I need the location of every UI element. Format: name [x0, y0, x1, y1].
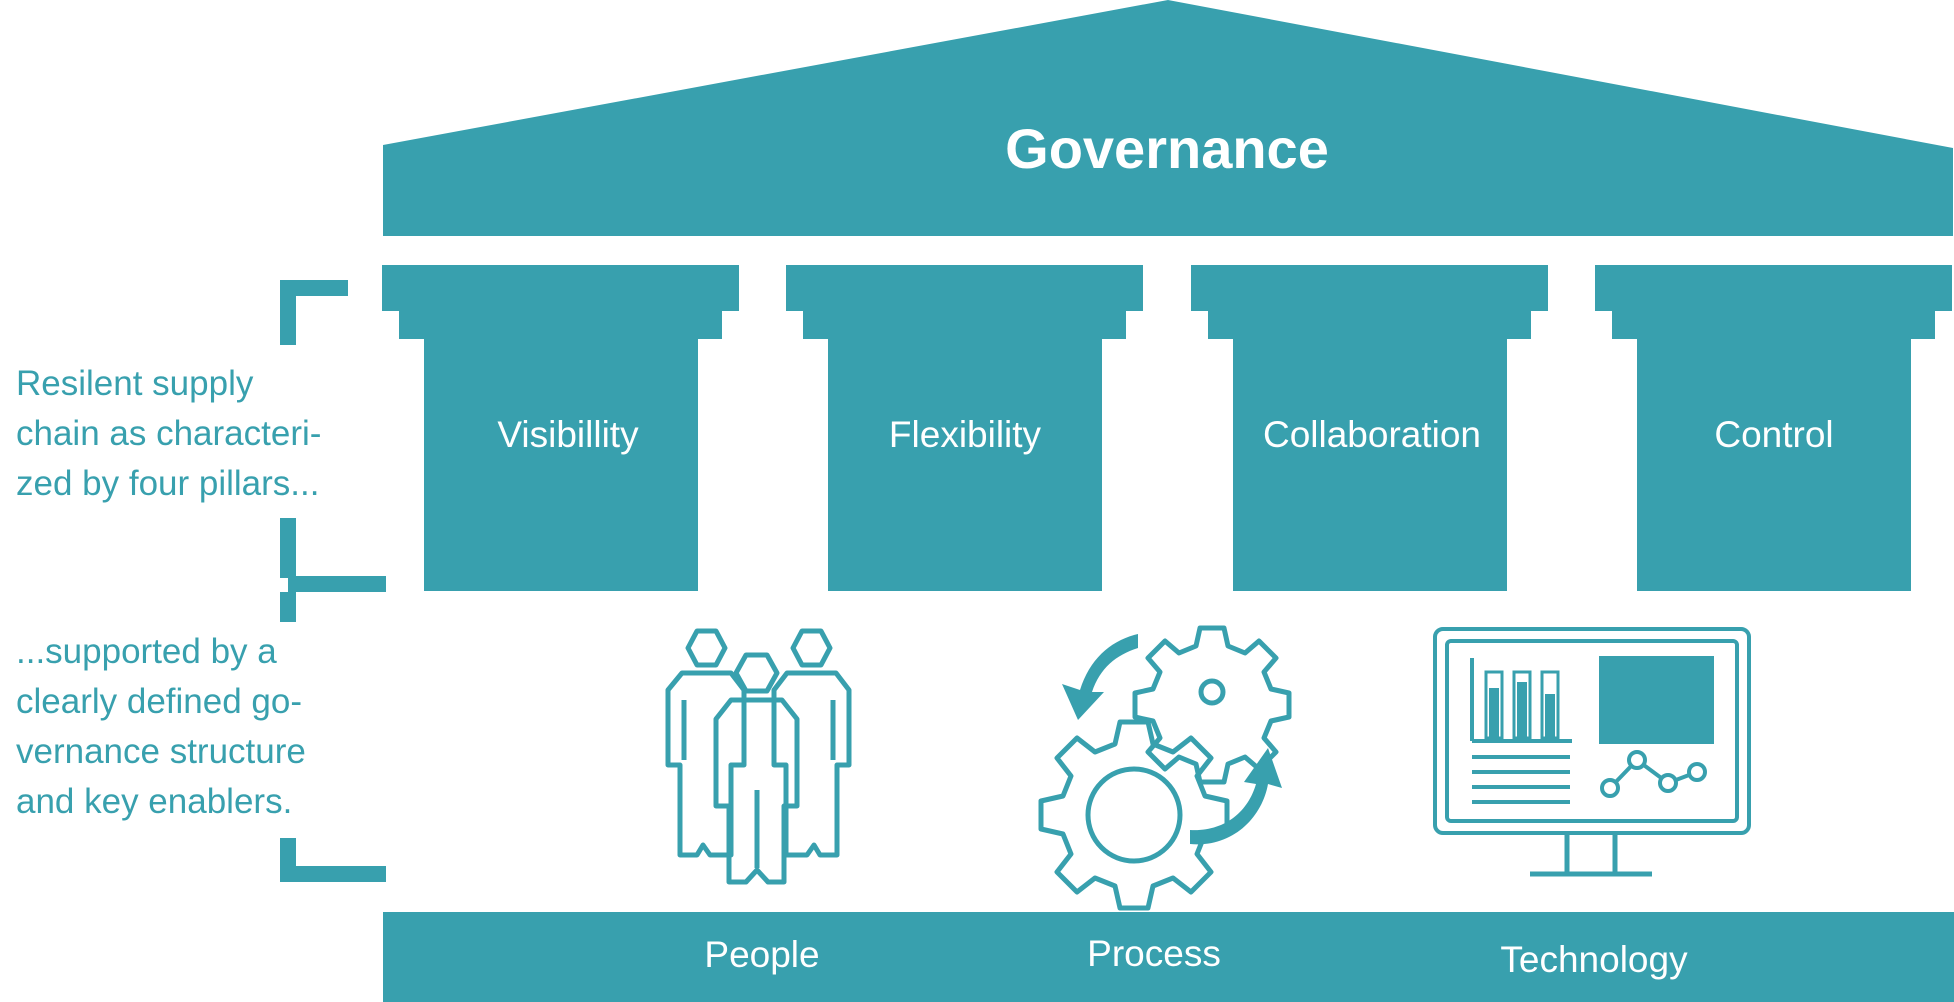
pillar-capital — [1595, 265, 1952, 311]
pillar-capital-step — [399, 311, 722, 339]
base-bar — [383, 912, 1954, 1002]
gears-cycle-icon — [1038, 625, 1292, 911]
pillar-collaboration: Collaboration — [1191, 265, 1548, 591]
pillar-shaft — [1233, 339, 1507, 591]
pillar-label: Control — [1714, 414, 1833, 455]
pillar-capital-step — [803, 311, 1126, 339]
pillar-shaft — [424, 339, 698, 591]
base-label-process: Process — [1087, 933, 1221, 974]
pillar-shaft — [1637, 339, 1911, 591]
roof: Governance — [383, 0, 1953, 236]
pillars-note-line: Resilent supply — [16, 364, 254, 403]
governance-note-line: vernance structure — [16, 732, 306, 771]
roof-title: Governance — [1005, 117, 1329, 180]
pillar-capital — [1191, 265, 1548, 311]
base-label-people: People — [704, 934, 819, 975]
pillar-label: Visibillity — [497, 414, 639, 455]
pillar-shaft — [828, 339, 1102, 591]
pillars-bracket — [280, 280, 386, 592]
governance-note-line: and key enablers. — [16, 782, 292, 821]
governance-bracket — [280, 592, 386, 882]
base-label-technology: Technology — [1500, 939, 1688, 980]
pillar-control: Control — [1595, 265, 1952, 591]
roof-shape — [383, 0, 1953, 236]
governance-note: ...supported by a clearly defined go- ve… — [16, 632, 306, 821]
pillars-note: Resilent supply chain as characteri- zed… — [16, 364, 321, 503]
pillars-note-line: zed by four pillars... — [16, 464, 319, 503]
base: People Process Technology — [383, 912, 1954, 1002]
pillar-flexibility: Flexibility — [786, 265, 1143, 591]
pillar-capital — [382, 265, 739, 311]
pillar-label: Flexibility — [889, 414, 1042, 455]
pillar-capital-step — [1208, 311, 1531, 339]
governance-note-line: ...supported by a — [16, 632, 277, 671]
pillars: Visibillity Flexibility Collaboration Co… — [382, 265, 1952, 591]
pillar-capital-step — [1612, 311, 1935, 339]
monitor-dashboard-icon — [1433, 627, 1751, 877]
pillar-capital — [786, 265, 1143, 311]
governance-note-line: clearly defined go- — [16, 682, 302, 721]
pillars-note-line: chain as characteri- — [16, 414, 321, 453]
pillar-visibility: Visibillity — [382, 265, 739, 591]
pillar-label: Collaboration — [1263, 414, 1481, 455]
people-icon — [665, 628, 852, 885]
